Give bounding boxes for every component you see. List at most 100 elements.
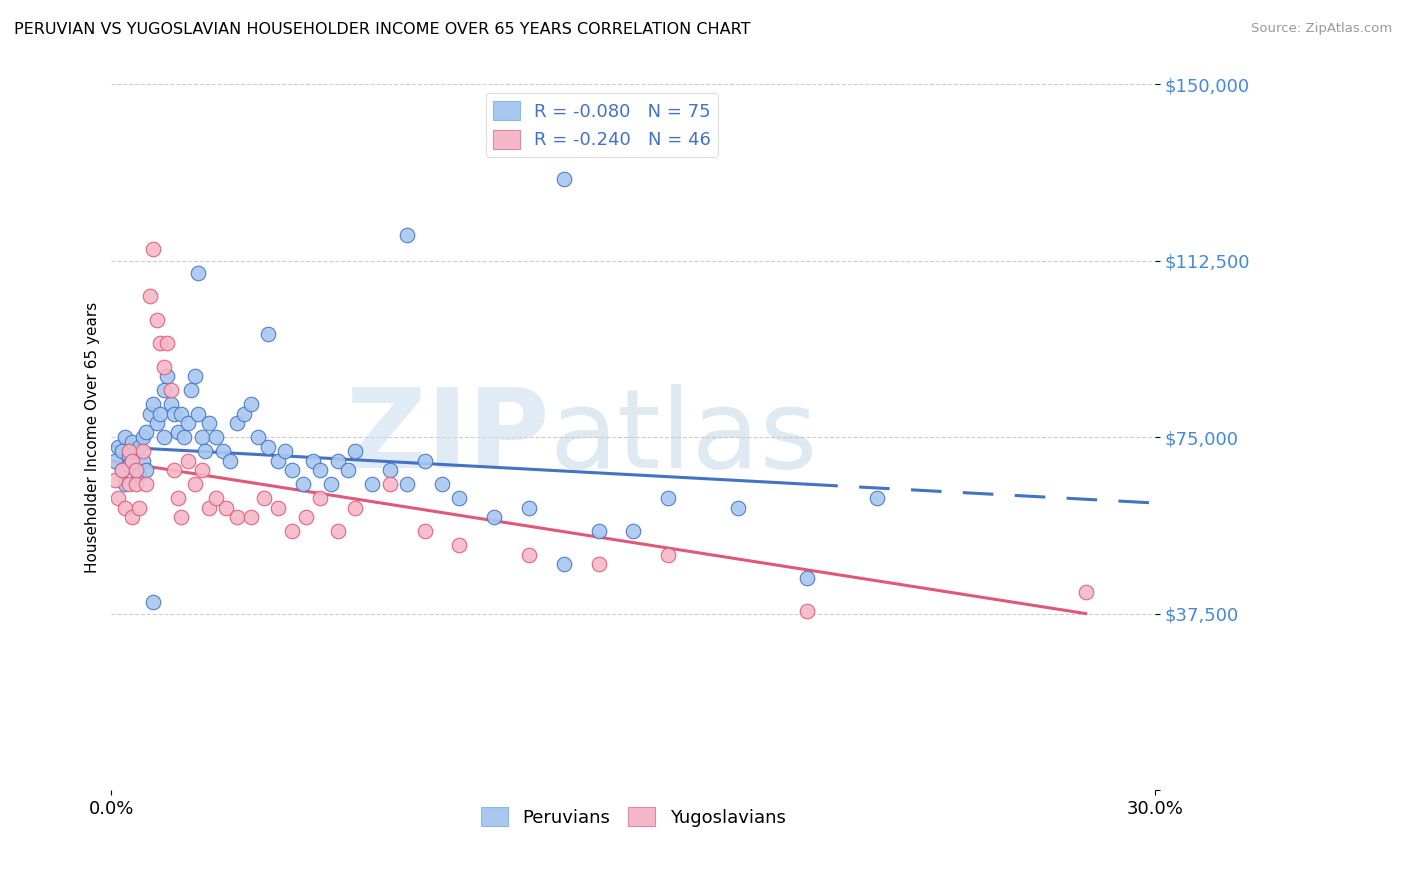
Point: [166, 425, 188, 440]
Point: [166, 491, 188, 506]
Point: [163, 463, 186, 477]
Point: [194, 444, 217, 458]
Point: [553, 171, 575, 186]
Point: [239, 510, 262, 524]
Text: ZIP: ZIP: [346, 384, 550, 491]
Point: [135, 477, 157, 491]
Point: [232, 407, 254, 421]
Point: [218, 453, 240, 467]
Point: [198, 416, 221, 430]
Point: [173, 430, 195, 444]
Point: [118, 444, 141, 458]
Point: [239, 397, 262, 411]
Point: [621, 524, 644, 539]
Point: [191, 463, 214, 477]
Point: [152, 383, 174, 397]
Point: [343, 500, 366, 515]
Point: [291, 477, 314, 491]
Point: [125, 444, 148, 458]
Point: [159, 397, 181, 411]
Point: [177, 416, 200, 430]
Point: [396, 477, 419, 491]
Point: [337, 463, 360, 477]
Point: [159, 383, 181, 397]
Point: [204, 430, 226, 444]
Point: [588, 524, 610, 539]
Point: [267, 500, 290, 515]
Text: Source: ZipAtlas.com: Source: ZipAtlas.com: [1251, 22, 1392, 36]
Point: [588, 557, 610, 571]
Point: [866, 491, 889, 506]
Text: PERUVIAN VS YUGOSLAVIAN HOUSEHOLDER INCOME OVER 65 YEARS CORRELATION CHART: PERUVIAN VS YUGOSLAVIAN HOUSEHOLDER INCO…: [14, 22, 751, 37]
Point: [796, 604, 818, 618]
Point: [378, 463, 401, 477]
Point: [180, 383, 202, 397]
Point: [152, 430, 174, 444]
Point: [125, 463, 148, 477]
Point: [132, 430, 155, 444]
Point: [796, 571, 818, 585]
Point: [111, 463, 134, 477]
Point: [128, 467, 150, 482]
Point: [125, 463, 148, 477]
Point: [309, 491, 332, 506]
Point: [267, 453, 290, 467]
Point: [281, 463, 304, 477]
Point: [118, 458, 141, 473]
Point: [104, 453, 127, 467]
Point: [727, 500, 749, 515]
Point: [257, 326, 280, 341]
Point: [274, 444, 297, 458]
Y-axis label: Householder Income Over 65 years: Householder Income Over 65 years: [86, 301, 100, 573]
Point: [118, 449, 141, 463]
Point: [657, 548, 679, 562]
Point: [343, 444, 366, 458]
Point: [1074, 585, 1097, 599]
Point: [215, 500, 238, 515]
Text: atlas: atlas: [550, 384, 818, 491]
Point: [326, 524, 349, 539]
Point: [121, 510, 143, 524]
Point: [107, 440, 129, 454]
Point: [128, 500, 150, 515]
Point: [449, 491, 471, 506]
Point: [198, 500, 221, 515]
Point: [184, 369, 207, 384]
Point: [177, 453, 200, 467]
Point: [163, 407, 186, 421]
Point: [413, 524, 436, 539]
Point: [142, 242, 165, 256]
Point: [657, 491, 679, 506]
Point: [187, 407, 209, 421]
Point: [107, 491, 129, 506]
Point: [326, 453, 349, 467]
Point: [396, 227, 419, 242]
Point: [302, 453, 325, 467]
Point: [138, 289, 160, 303]
Point: [104, 473, 127, 487]
Point: [170, 407, 193, 421]
Point: [114, 500, 136, 515]
Point: [309, 463, 332, 477]
Point: [114, 477, 136, 491]
Point: [378, 477, 401, 491]
Point: [225, 416, 247, 430]
Point: [142, 595, 165, 609]
Point: [118, 477, 141, 491]
Point: [121, 453, 143, 467]
Point: [145, 312, 167, 326]
Point: [125, 477, 148, 491]
Point: [128, 440, 150, 454]
Point: [170, 510, 193, 524]
Point: [111, 463, 134, 477]
Point: [295, 510, 318, 524]
Point: [257, 440, 280, 454]
Point: [132, 444, 155, 458]
Point: [449, 538, 471, 552]
Point: [191, 430, 214, 444]
Point: [361, 477, 384, 491]
Point: [553, 557, 575, 571]
Point: [430, 477, 453, 491]
Point: [135, 463, 157, 477]
Point: [246, 430, 269, 444]
